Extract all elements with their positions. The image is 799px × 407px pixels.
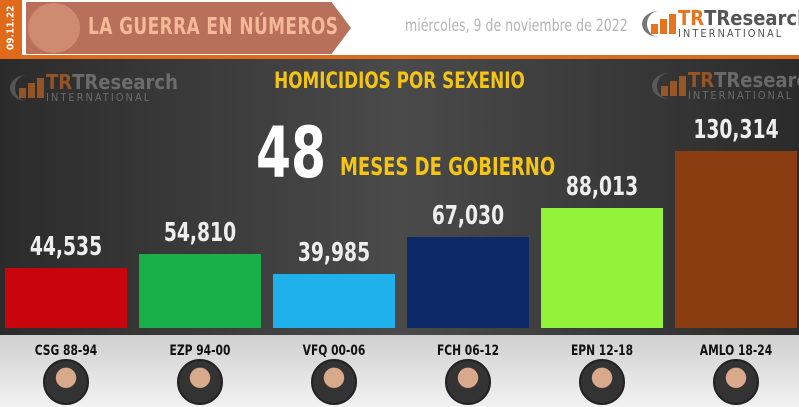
date-text: miércoles, 9 de noviembre de 2022 — [405, 16, 628, 36]
bar-2 — [273, 273, 395, 328]
bar-4 — [541, 208, 663, 328]
chart-area — [0, 59, 799, 335]
bar-5 — [675, 151, 797, 328]
president-photo — [579, 359, 625, 405]
divider — [0, 55, 799, 59]
banner — [26, 2, 351, 54]
months-label: MESES DE GOBIERNO — [340, 152, 556, 181]
date-badge: 09.11.22 — [0, 0, 22, 55]
footer-strip — [0, 335, 799, 407]
president-photo — [311, 359, 357, 405]
category-label: EPN 12-18 — [570, 343, 634, 359]
bar-value-label: 54,810 — [163, 217, 237, 248]
bar-value-label: 88,013 — [565, 172, 639, 203]
category-label: VFQ 00-06 — [302, 343, 366, 359]
category-label: AMLO 18-24 — [699, 343, 773, 359]
category-label: CSG 88-94 — [34, 343, 98, 359]
president-photo — [43, 359, 89, 405]
watermark-logo-left: TRTResearch INTERNATIONAL — [10, 72, 178, 103]
bar-3 — [407, 236, 529, 328]
bar-1 — [139, 253, 261, 328]
chart-title: HOMICIDIOS POR SEXENIO — [274, 69, 525, 94]
bar-value-label: 44,535 — [29, 231, 103, 262]
logo-icon — [652, 72, 686, 99]
president-photo — [445, 359, 491, 405]
months-count: 48 — [256, 112, 327, 194]
bar-value-label: 130,314 — [693, 115, 779, 145]
president-photo — [713, 359, 759, 405]
category-label: EZP 94-00 — [169, 343, 231, 359]
logo-icon — [642, 10, 676, 37]
header: 09.11.22 LA GUERRA EN NÚMEROS miércoles,… — [0, 0, 799, 55]
president-photo — [177, 359, 223, 405]
banner-title: LA GUERRA EN NÚMEROS — [88, 14, 339, 40]
logo-icon — [10, 74, 44, 101]
logo-text: TResearch — [704, 6, 799, 30]
mexico-map-icon — [28, 3, 80, 53]
logo-sub: INTERNATIONAL — [678, 27, 784, 40]
bar-0 — [5, 267, 127, 328]
bar-value-label: 67,030 — [431, 200, 505, 231]
bar-value-label: 39,985 — [297, 237, 371, 268]
category-label: FCH 06-12 — [436, 343, 500, 359]
